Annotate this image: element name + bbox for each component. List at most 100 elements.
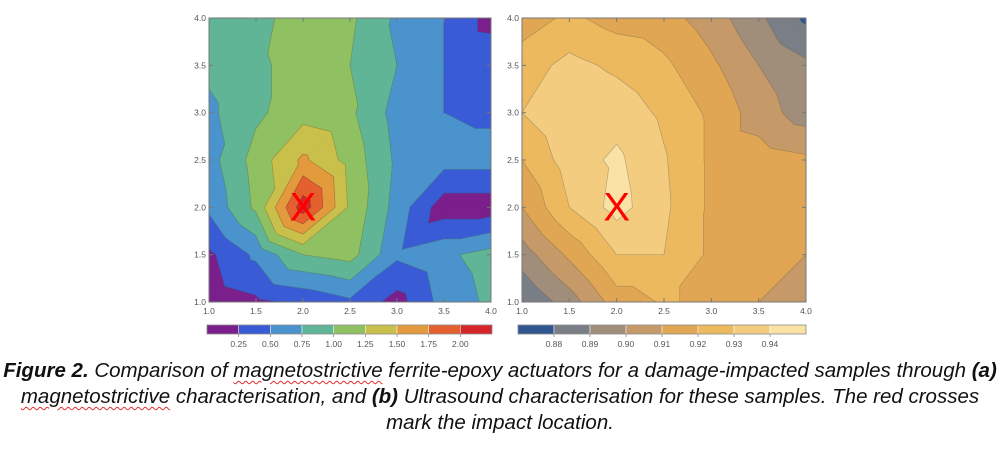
colorbar-label: 0.25 <box>230 339 247 349</box>
contour-line <box>271 124 304 161</box>
contour-line <box>521 207 543 235</box>
panel-label-a: (a) <box>971 359 997 382</box>
axes: 1.0 1.5 2.0 2.5 3.0 3.5 4.0 1.0 1.5 2.0 2.5 3.0 3.5 4… <box>507 13 812 316</box>
contour-line <box>218 112 226 145</box>
contour-line <box>333 176 336 208</box>
contour-line <box>208 88 219 104</box>
contour-line <box>780 43 807 59</box>
contour-line <box>297 159 299 165</box>
contour-lines <box>208 17 492 303</box>
y-tick-label: 3.0 <box>194 108 206 118</box>
colorbar-label: 1.50 <box>389 339 406 349</box>
contour-line <box>782 112 795 125</box>
contour-line <box>274 164 299 208</box>
contour-line <box>405 293 408 303</box>
colorbar-swatch <box>553 324 591 335</box>
contour-line <box>616 33 644 39</box>
contour-line <box>245 159 248 169</box>
contour-band <box>758 64 778 114</box>
contour-line <box>663 207 672 255</box>
y-tick-label: 4.0 <box>507 13 519 23</box>
contour-line <box>718 65 733 92</box>
contour-line <box>663 53 670 60</box>
contour-line <box>630 192 633 208</box>
contour-line <box>545 136 554 161</box>
contour-line <box>703 207 705 216</box>
contour-line <box>302 195 311 201</box>
figure-caption: Figure 2. Comparison of magnetostrictive… <box>0 358 1000 436</box>
contour-fills <box>208 17 492 303</box>
contour-line <box>443 112 476 129</box>
contour-line <box>267 96 273 113</box>
contour-line <box>276 233 304 245</box>
contour-line <box>569 233 582 244</box>
contour-line <box>255 261 274 285</box>
contour-line <box>569 207 597 229</box>
y-tick-label: 3.0 <box>507 108 519 118</box>
caption-text: Ultrasound characterisation for these sa… <box>386 385 980 434</box>
contour-line <box>459 232 492 240</box>
contour-line <box>711 51 717 61</box>
contour-line <box>584 17 606 30</box>
contour-line <box>373 260 398 279</box>
contour-line <box>521 159 542 189</box>
y-tick-label: 1.5 <box>507 250 519 260</box>
x-tick-label: 3.0 <box>391 306 403 316</box>
contour-line <box>602 167 610 208</box>
contour-line <box>302 271 330 276</box>
contour-line <box>314 289 351 299</box>
colorbar-swatch <box>769 324 807 335</box>
contour-line <box>227 207 240 225</box>
contour-line <box>580 242 591 255</box>
contour-line <box>321 188 324 208</box>
contour-line <box>521 65 552 113</box>
contour-line <box>608 72 617 78</box>
contour-line <box>602 207 611 214</box>
colorbar-swatch <box>206 324 239 335</box>
contour-line <box>590 254 604 269</box>
contour-line <box>555 220 570 234</box>
contour-line <box>384 112 388 123</box>
contour-line <box>703 159 705 167</box>
contour-line <box>384 65 398 113</box>
y-tick-label: 4.0 <box>194 13 206 23</box>
contour-line <box>540 188 547 208</box>
x-tick-label: 3.0 <box>705 306 717 316</box>
colorbar-label: 1.75 <box>420 339 437 349</box>
contour-line <box>758 254 807 303</box>
x-tick-label: 4.0 <box>485 306 497 316</box>
contour-line <box>255 295 260 300</box>
contour-line <box>349 278 374 299</box>
contour-line <box>542 234 565 255</box>
contour-line <box>224 285 257 296</box>
contour-line <box>302 175 322 189</box>
x-tick-label: 1.5 <box>563 306 575 316</box>
contour-line <box>551 272 570 289</box>
contour-line <box>379 217 387 255</box>
contour-line <box>302 254 345 261</box>
contour-line <box>349 254 359 263</box>
contour-line <box>269 241 304 255</box>
contour-band <box>569 51 579 67</box>
contour-line <box>401 207 411 250</box>
contour-plot-a: 1.0 1.5 2.0 2.5 3.0 3.5 4.0 1.0 1.5 2.0 2.5 3.0 3.5 4… <box>194 13 497 349</box>
colorbar-swatch <box>396 324 429 335</box>
contour-band <box>443 112 476 161</box>
colorbar-swatch <box>301 324 334 335</box>
y-tick-label: 2.0 <box>507 202 519 212</box>
colorbar-swatch <box>460 324 493 335</box>
caption-text: ferrite-epoxy actuators for a damage-imp… <box>382 359 972 382</box>
colorbar-swatch <box>733 324 771 335</box>
colorbar-frame <box>206 324 493 335</box>
contour-line <box>577 56 598 66</box>
contour-line <box>605 28 617 35</box>
contour-line <box>732 91 741 113</box>
x-tick-label: 3.5 <box>753 306 765 316</box>
contour-line <box>673 65 688 90</box>
colorbar-label: 0.94 <box>762 339 779 349</box>
contour-line <box>602 267 617 287</box>
contour-line <box>479 216 492 220</box>
contour-line <box>616 144 624 154</box>
contour-line <box>349 254 381 281</box>
contour-line <box>597 65 609 74</box>
